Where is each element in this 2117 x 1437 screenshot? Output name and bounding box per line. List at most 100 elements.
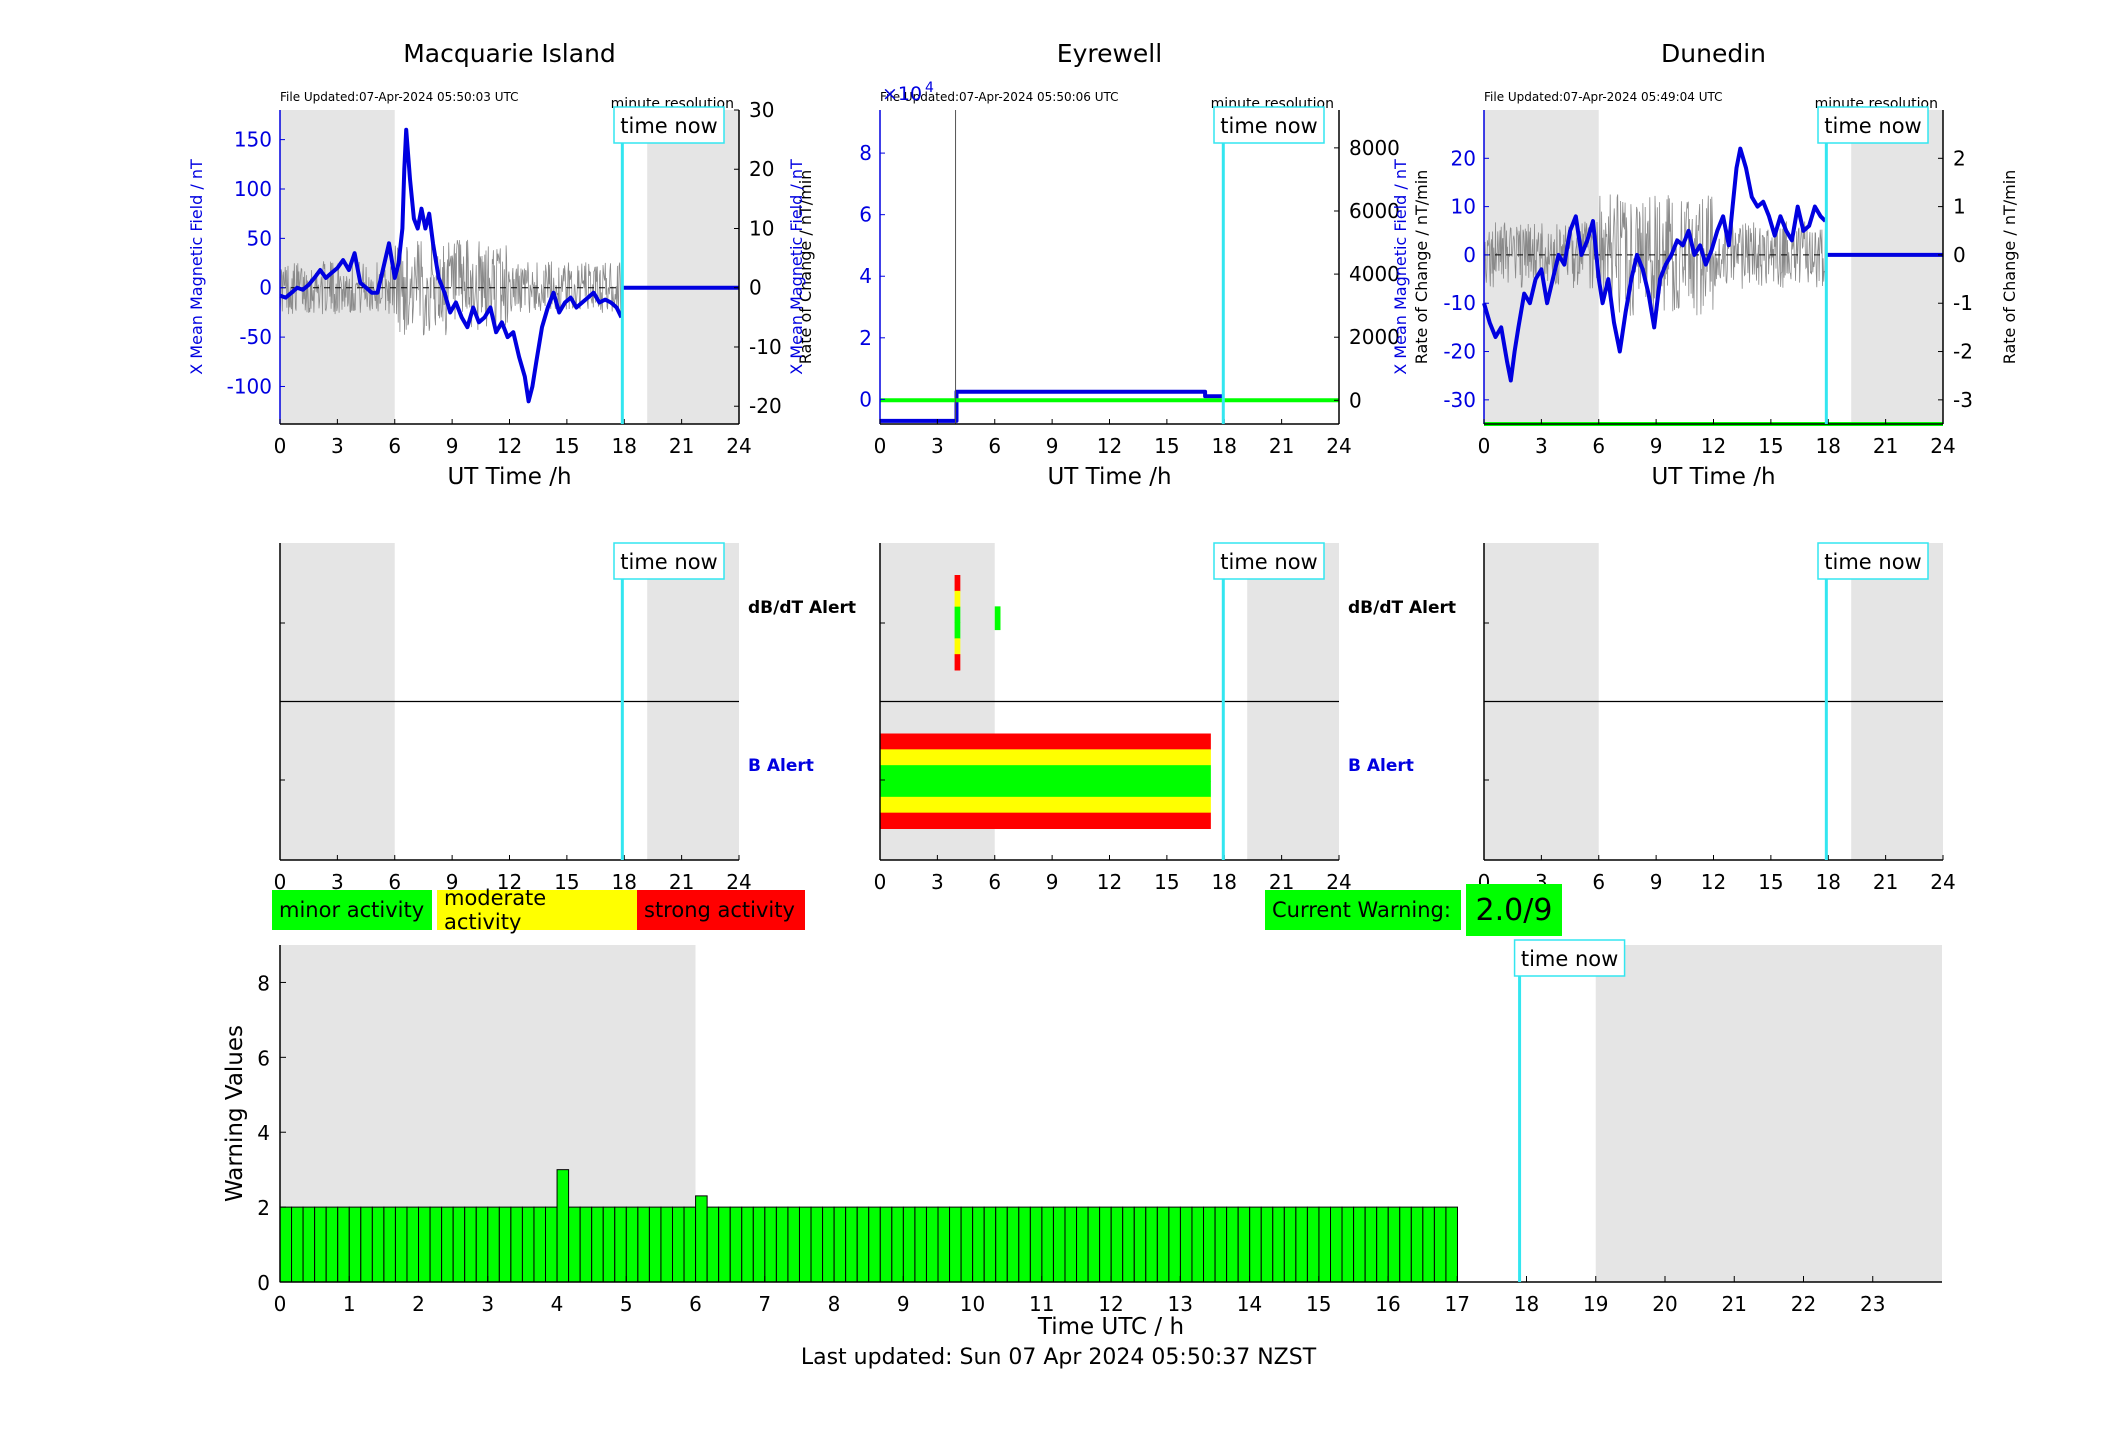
warning-x-tick-label-2: 2 xyxy=(412,1292,425,1316)
x-tick-label-2-8: 24 xyxy=(1930,434,1955,458)
warning-bar-8 xyxy=(371,1206,385,1283)
field-series-0-0 xyxy=(279,127,624,404)
warning-x-tick-label-0: 0 xyxy=(274,1292,287,1316)
warning-y-tick-label-3: 6 xyxy=(257,1046,270,1070)
time-now-box-top-0 xyxy=(613,106,725,144)
x-tick-label-1-4: 12 xyxy=(1097,434,1122,458)
warning-bar-74 xyxy=(1133,1206,1147,1283)
y-exponent-label: ×10 xyxy=(882,83,922,105)
warning-bar-95 xyxy=(1376,1206,1389,1283)
legend-minor-label: minor activity xyxy=(279,898,425,922)
left-tick-label-1-1: 6 xyxy=(859,203,872,227)
warning-bar-47 xyxy=(822,1206,835,1283)
warning-x-tick-label-5: 5 xyxy=(620,1292,633,1316)
warning-x-tick-label-7: 7 xyxy=(758,1292,771,1316)
warning-bar-15 xyxy=(452,1206,466,1283)
b-alert-bar-1-0-2 xyxy=(880,765,1211,782)
warning-bar-81 xyxy=(1214,1206,1228,1283)
left-tick-label-0-3: 0 xyxy=(259,276,272,300)
left-tick-label-0-5: -100 xyxy=(227,374,272,398)
right-tick-label-0-0: 30 xyxy=(749,98,774,122)
alert-x-tick-label-1-5: 15 xyxy=(1154,870,1179,894)
warning-bar-42 xyxy=(764,1206,777,1283)
shaded-region-2-1 xyxy=(1851,110,1943,424)
right-tick-label-2-5: -3 xyxy=(1953,388,1973,412)
x-tick-label-0-8: 24 xyxy=(726,434,751,458)
b-alert-bar-1-0-3 xyxy=(880,781,1211,798)
warning-bar-92 xyxy=(1341,1206,1355,1283)
dbdt-alert-label-1: dB/dT Alert xyxy=(1348,598,1456,618)
alert-x-tick-label-2-4: 12 xyxy=(1701,870,1726,894)
x-tick-label-1-5: 15 xyxy=(1154,434,1179,458)
warning-bar-100 xyxy=(1433,1206,1447,1283)
alert-x-tick-label-1-4: 12 xyxy=(1097,870,1122,894)
warning-bar-24 xyxy=(556,1169,570,1283)
alert-x-tick-label-2-6: 18 xyxy=(1816,870,1841,894)
warning-x-tick-label-23: 23 xyxy=(1860,1292,1885,1316)
time-now-label-top-1: time now xyxy=(1220,114,1317,138)
warning-bar-22 xyxy=(533,1206,547,1283)
panel-title-2: Dunedin xyxy=(1661,39,1766,68)
x-tick-label-2-5: 15 xyxy=(1758,434,1783,458)
left-tick-label-2-0: 20 xyxy=(1451,146,1476,170)
warning-bar-45 xyxy=(798,1206,812,1283)
right-tick-label-1-4: 0 xyxy=(1349,388,1362,412)
warning-bar-26 xyxy=(579,1206,593,1283)
warning-bar-41 xyxy=(752,1206,766,1283)
alert-x-tick-label-2-5: 15 xyxy=(1758,870,1783,894)
x-axis-label-0: UT Time /h xyxy=(447,464,571,490)
current-warning-value: 2.0/9 xyxy=(1475,892,1553,928)
x-tick-label-0-2: 6 xyxy=(388,434,401,458)
legend-moderate-label: moderate activity xyxy=(444,886,547,934)
warning-bar-86 xyxy=(1272,1206,1285,1283)
alert-x-tick-label-1-3: 9 xyxy=(1046,870,1059,894)
warning-bar-34 xyxy=(671,1206,685,1283)
legend-moderate-activity: moderate activity xyxy=(437,886,637,934)
panel-title-1: Eyrewell xyxy=(1057,39,1162,68)
warning-bar-21 xyxy=(521,1206,535,1283)
right-tick-label-0-4: -10 xyxy=(749,335,782,359)
warning-bar-33 xyxy=(660,1206,673,1283)
right-tick-label-2-4: -2 xyxy=(1953,340,1973,364)
left-tick-label-1-2: 4 xyxy=(859,264,872,288)
alert-x-tick-label-1-2: 6 xyxy=(988,870,1001,894)
y-right-axis-label-2: Rate of Change / nT/min xyxy=(2000,170,2019,365)
warning-x-tick-label-20: 20 xyxy=(1652,1292,1677,1316)
warning-bar-65 xyxy=(1029,1206,1043,1283)
x-tick-label-1-2: 6 xyxy=(988,434,1001,458)
time-now-label-mid-1: time now xyxy=(1220,550,1317,574)
b-alert-bar-1-0-4 xyxy=(880,796,1211,814)
warning-x-tick-label-4: 4 xyxy=(551,1292,564,1316)
warning-bar-61 xyxy=(983,1206,997,1283)
warning-bar-84 xyxy=(1249,1206,1262,1283)
x-tick-label-0-4: 12 xyxy=(497,434,522,458)
x-tick-label-1-7: 21 xyxy=(1269,434,1294,458)
x-tick-label-0-5: 15 xyxy=(554,434,579,458)
right-tick-label-2-0: 2 xyxy=(1953,146,1966,170)
warning-bar-67 xyxy=(1052,1206,1066,1283)
alert-x-tick-label-0-3: 9 xyxy=(446,870,459,894)
field-series-1-0 xyxy=(880,389,1223,423)
warning-bar-40 xyxy=(741,1206,754,1283)
warning-bar-89 xyxy=(1306,1206,1320,1283)
left-tick-label-0-1: 100 xyxy=(234,177,272,201)
warning-bar-80 xyxy=(1203,1206,1216,1283)
right-tick-label-2-3: -1 xyxy=(1953,291,1973,315)
warning-bar-54 xyxy=(902,1206,916,1283)
left-tick-label-2-2: 0 xyxy=(1463,243,1476,267)
b-alert-bar-1-0-0 xyxy=(880,733,1211,750)
warning-bar-94 xyxy=(1364,1206,1378,1283)
warning-bar-27 xyxy=(591,1206,604,1283)
warning-bar-76 xyxy=(1156,1206,1170,1283)
x-tick-label-1-0: 0 xyxy=(874,434,887,458)
warning-bar-14 xyxy=(441,1206,454,1283)
x-tick-label-0-6: 18 xyxy=(612,434,637,458)
warning-x-tick-label-8: 8 xyxy=(828,1292,841,1316)
warning-x-tick-label-16: 16 xyxy=(1375,1292,1400,1316)
warning-x-tick-label-3: 3 xyxy=(481,1292,494,1316)
warning-bar-31 xyxy=(637,1206,650,1283)
dbdt-alert-bar-1-1-0 xyxy=(994,606,1001,631)
warning-bar-71 xyxy=(1099,1206,1112,1283)
b-alert-bar-1-0-5 xyxy=(880,812,1211,829)
